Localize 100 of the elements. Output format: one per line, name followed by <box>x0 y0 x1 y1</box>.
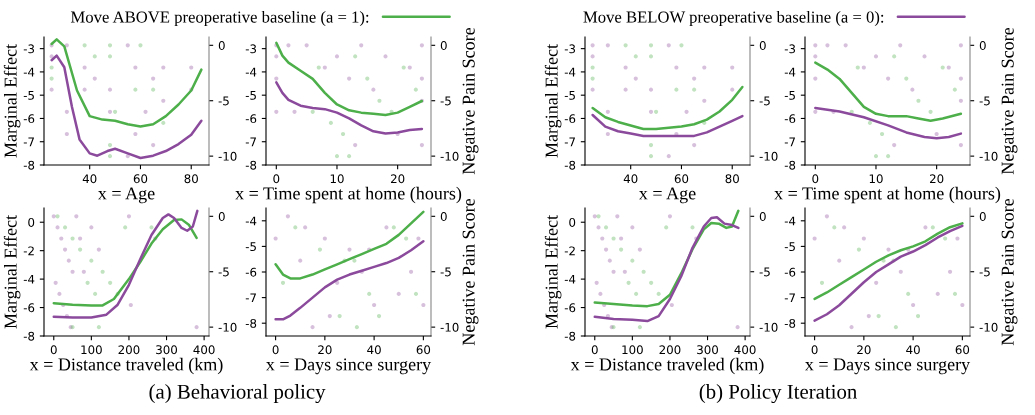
y2-tick-label: -5 <box>440 96 451 106</box>
y2-tick-label: -10 <box>218 322 237 332</box>
y-tick-label: -8 <box>564 160 576 170</box>
y2-tick-label: 0 <box>440 212 447 221</box>
x-tick-label: 200 <box>659 345 681 355</box>
y2-tick-label: -5 <box>979 96 990 106</box>
x-tick-label: 100 <box>81 345 102 355</box>
x-tick-label: 100 <box>622 345 643 355</box>
y2-tick-label: -10 <box>759 322 778 332</box>
y-tick-label: 0 <box>28 217 35 227</box>
x-axis-title: x = Distance traveled (km) <box>570 357 764 375</box>
x-tick-label: 60 <box>133 174 148 184</box>
y2-tick-label: 0 <box>759 41 766 50</box>
y-tick-label: -8 <box>23 331 35 341</box>
y-axis-title: Marginal Effect <box>3 44 21 158</box>
legend-label: Move ABOVE preoperative baseline (a = 1): <box>70 10 369 27</box>
y-tick-label: -3 <box>23 44 35 54</box>
x-tick-label: 40 <box>82 174 97 184</box>
y-tick-label: -2 <box>23 246 34 256</box>
x-tick-label: 0 <box>812 174 819 184</box>
y-tick-label: -7 <box>784 293 795 303</box>
y2-axis-title: Negative Pain Score <box>462 198 479 346</box>
x-tick-label: 400 <box>734 345 756 355</box>
y-tick-label: -4 <box>23 274 35 284</box>
y-tick-label: -6 <box>784 267 796 277</box>
y-tick-label: -8 <box>23 160 35 170</box>
y2-tick-label: -10 <box>759 151 778 161</box>
y2-tick-label: 0 <box>218 212 225 221</box>
x-tick-label: 60 <box>955 345 970 355</box>
y2-tick-label: -5 <box>979 267 990 277</box>
y-tick-label: -4 <box>23 67 35 77</box>
y-tick-label: -4 <box>564 274 576 284</box>
x-axis-title: x = Time spent at home (hours) <box>774 186 1001 204</box>
y-tick-label: -7 <box>564 137 575 147</box>
x-tick-label: 40 <box>623 174 638 184</box>
y-tick-label: -5 <box>784 91 795 100</box>
x-tick-label: 0 <box>50 345 57 355</box>
y-axis-title: Marginal Effect <box>3 215 21 329</box>
x-tick-label: 60 <box>674 174 689 184</box>
y-tick-label: -7 <box>23 137 34 147</box>
x-tick-label: 0 <box>272 345 279 355</box>
y2-axis-title: Negative Pain Score <box>462 27 479 175</box>
x-tick-label: 20 <box>318 345 332 355</box>
x-axis-title: x = Age <box>97 187 155 204</box>
y2-tick-label: -10 <box>979 151 998 161</box>
y2-tick-label: -5 <box>759 96 770 106</box>
y-tick-label: -3 <box>784 44 796 54</box>
y-tick-label: -5 <box>23 91 34 100</box>
x-tick-label: 60 <box>416 345 431 355</box>
y-tick-label: -3 <box>564 44 576 54</box>
y-tick-label: -7 <box>784 137 795 147</box>
y-tick-label: -7 <box>245 137 256 147</box>
y-tick-label: -8 <box>564 331 576 341</box>
y-tick-label: -6 <box>23 303 35 313</box>
x-tick-label: 80 <box>184 174 198 184</box>
x-tick-label: 0 <box>273 174 280 184</box>
x-tick-label: 20 <box>857 345 871 355</box>
y-tick-label: -6 <box>564 114 576 124</box>
y-tick-label: -8 <box>784 160 796 170</box>
y-tick-label: -6 <box>23 114 35 124</box>
x-tick-label: 40 <box>906 345 920 355</box>
text: (b) Policy Iteration <box>699 384 857 404</box>
x-tick-label: 40 <box>367 345 381 355</box>
y-tick-label: -6 <box>245 267 257 277</box>
x-axis-title: x = Days since surgery <box>266 358 432 375</box>
y-tick-label: -5 <box>245 242 256 252</box>
legend-label: Move BELOW preoperative baseline (a = 0): <box>583 10 884 27</box>
x-tick-label: 20 <box>929 174 944 184</box>
y2-tick-label: -5 <box>218 267 229 277</box>
x-tick-label: 10 <box>330 174 344 184</box>
x-tick-label: 300 <box>156 345 178 355</box>
x-axis-title: x = Age <box>638 187 696 204</box>
y-tick-label: -8 <box>245 160 257 170</box>
y-tick-label: -8 <box>245 318 257 328</box>
y2-tick-label: -10 <box>218 151 237 161</box>
y-tick-label: -6 <box>564 303 576 313</box>
x-tick-label: 400 <box>193 345 215 355</box>
y-tick-label: -4 <box>564 67 576 77</box>
y-axis-title: Marginal Effect <box>544 215 562 329</box>
y2-tick-label: 0 <box>979 41 986 50</box>
y2-axis-title: Negative Pain Score <box>1001 198 1018 346</box>
y2-tick-label: -5 <box>218 96 229 106</box>
x-tick-label: 20 <box>390 174 405 184</box>
y-tick-label: -6 <box>245 114 257 124</box>
y-tick-label: -4 <box>245 67 257 77</box>
x-tick-label: 0 <box>591 345 598 355</box>
y-tick-label: -8 <box>784 318 796 328</box>
x-axis-title: x = Time spent at home (hours) <box>235 186 462 204</box>
y-tick-label: -3 <box>245 44 257 54</box>
y-tick-label: -4 <box>245 216 257 226</box>
y-tick-label: 0 <box>569 217 576 227</box>
x-tick-label: 0 <box>811 345 818 355</box>
text: (a) Behavioral policy <box>149 384 326 404</box>
y-tick-label: -7 <box>245 293 256 303</box>
x-tick-label: 200 <box>118 345 140 355</box>
y2-tick-label: -5 <box>440 267 451 277</box>
y-axis-title: Marginal Effect <box>544 44 562 158</box>
x-axis-title: x = Days since surgery <box>805 358 971 375</box>
y2-tick-label: -10 <box>440 151 459 161</box>
y2-tick-label: -5 <box>759 267 770 277</box>
